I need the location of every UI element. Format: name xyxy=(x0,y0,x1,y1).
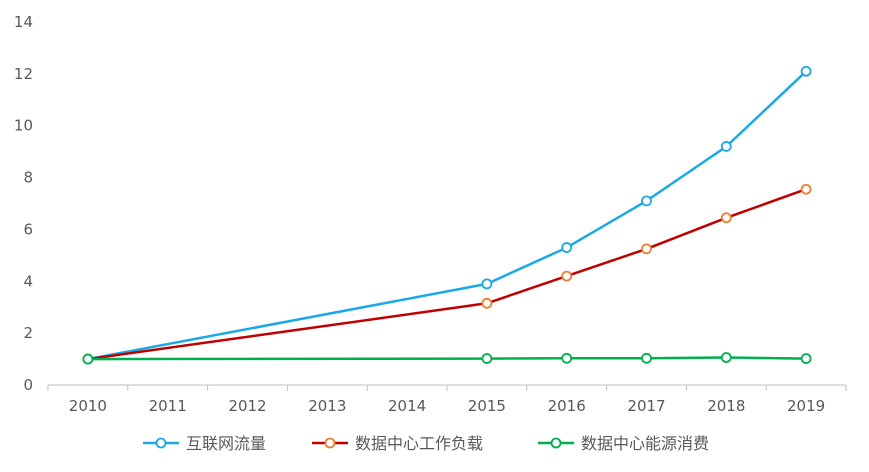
data-point xyxy=(82,353,94,365)
data-point xyxy=(800,65,812,77)
series-layer xyxy=(82,65,812,365)
data-point xyxy=(641,352,652,364)
x-axis: 2010 2011 2012 2013 2014 2015 2016 2017 2018 2019 xyxy=(47,384,847,415)
x-tick-label: 2017 xyxy=(627,397,665,415)
series-1 xyxy=(82,183,812,365)
series-line xyxy=(87,356,807,361)
legend-label: 互联网流量 xyxy=(186,434,266,453)
data-point xyxy=(561,270,573,282)
data-point xyxy=(720,352,732,363)
series-2 xyxy=(82,352,812,365)
data-point xyxy=(481,297,493,309)
legend-item: 互联网流量 xyxy=(143,434,266,453)
legend-label: 数据中心能源消费 xyxy=(581,434,709,453)
data-point xyxy=(481,278,493,290)
y-tick-label: 14 xyxy=(14,13,33,31)
series-line xyxy=(87,188,807,361)
x-tick-label: 2012 xyxy=(228,397,266,415)
legend-swatch-marker xyxy=(155,437,167,449)
data-point xyxy=(720,212,732,224)
data-point xyxy=(561,242,573,253)
x-tick-label: 2018 xyxy=(707,397,745,415)
x-tick-label: 2016 xyxy=(548,397,586,415)
series-line xyxy=(87,70,807,361)
x-tick-label: 2011 xyxy=(149,397,187,415)
series-0 xyxy=(82,65,812,365)
y-tick-label: 12 xyxy=(14,65,33,83)
y-tick-label: 4 xyxy=(23,272,33,290)
legend: 互联网流量 数据中心工作负载 数据中心能源消费 xyxy=(143,434,709,453)
x-tick-label: 2015 xyxy=(468,397,506,415)
data-point xyxy=(720,141,732,152)
y-tick-label: 8 xyxy=(23,169,33,187)
y-tick-label: 6 xyxy=(23,220,33,238)
x-tick-label: 2014 xyxy=(388,397,426,415)
data-point xyxy=(561,352,573,364)
x-tick-label: 2013 xyxy=(308,397,346,415)
legend-swatch-marker xyxy=(550,437,562,449)
data-point xyxy=(800,183,812,195)
data-point xyxy=(641,195,652,207)
legend-swatch-marker xyxy=(324,437,336,449)
y-axis: 0 2 4 6 8 10 12 14 xyxy=(14,13,33,394)
data-point xyxy=(800,353,812,364)
y-tick-label: 10 xyxy=(14,117,33,135)
x-tick-label: 2010 xyxy=(69,397,107,415)
legend-label: 数据中心工作负载 xyxy=(355,434,483,453)
legend-item: 数据中心工作负载 xyxy=(312,434,483,453)
legend-item: 数据中心能源消费 xyxy=(538,434,709,453)
y-tick-label: 0 xyxy=(23,376,33,394)
y-tick-label: 2 xyxy=(23,324,33,342)
data-point xyxy=(481,353,493,364)
data-point xyxy=(641,243,652,255)
x-tick-label: 2019 xyxy=(787,397,825,415)
